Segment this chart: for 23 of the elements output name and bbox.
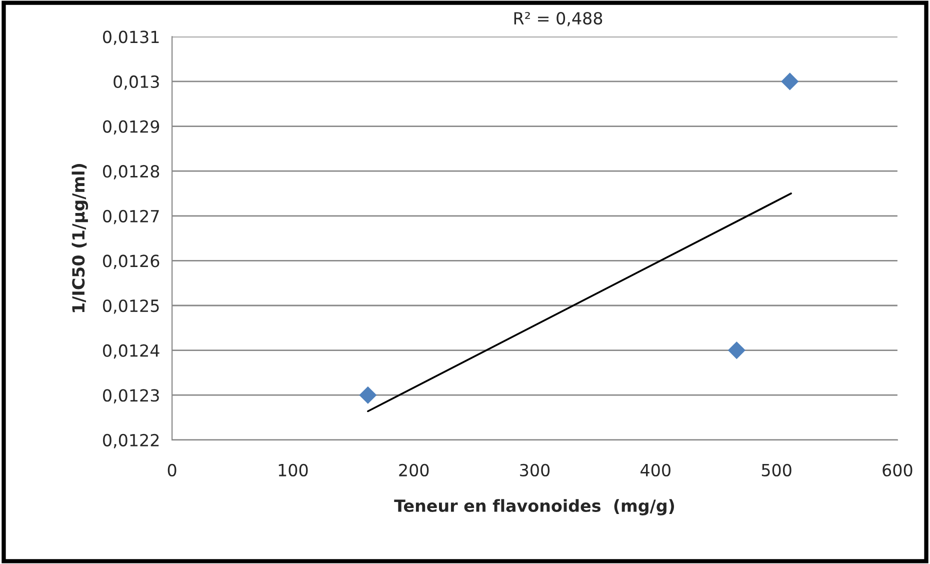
y-tick-label: 0,0131 <box>103 30 159 45</box>
y-tick-label: 0,0127 <box>103 210 159 224</box>
y-tick-label: 0,013 <box>114 75 159 90</box>
text: R² = 0,488 <box>514 12 602 26</box>
y-tick-label: 0,0122 <box>103 434 159 448</box>
point <box>728 342 746 360</box>
y-tick-label: 0,0125 <box>103 299 159 314</box>
y-tick-label: 0,0128 <box>103 165 160 180</box>
x-tick-label: 100 <box>278 464 308 476</box>
x-tick-label: 600 <box>882 464 912 476</box>
x-tick-label: 300 <box>520 464 550 476</box>
x-tick-label: 500 <box>762 464 792 476</box>
x-tick-label: 400 <box>640 464 670 476</box>
x-tick-label: 200 <box>399 464 429 476</box>
y-tick-label: 0,0129 <box>103 120 160 135</box>
y-tick-label: 0,0123 <box>103 389 159 404</box>
x-tick-label: 0 <box>168 464 176 476</box>
x-axis-title: Teneur en flavonoides (mg/g) <box>394 499 674 516</box>
point <box>359 386 377 404</box>
y-tick-label: 0,0126 <box>103 254 160 269</box>
point <box>781 72 799 90</box>
y-tick-label: 0,0124 <box>103 344 160 359</box>
y-axis-title: 1/IC50 (1/µg/ml) <box>72 164 88 312</box>
